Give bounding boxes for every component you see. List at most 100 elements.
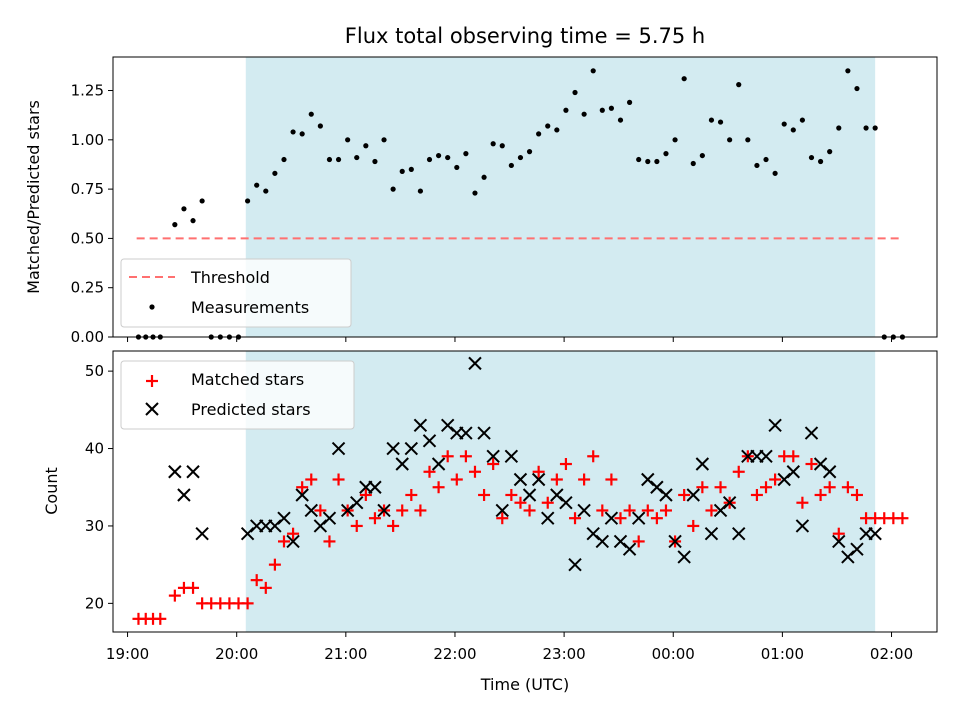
measurement-point bbox=[272, 170, 278, 176]
measurement-point bbox=[517, 154, 524, 161]
measurement-point bbox=[663, 151, 669, 157]
x-tick-label: 21:00 bbox=[324, 645, 367, 663]
predicted-star-point bbox=[768, 418, 782, 433]
matched-star-point bbox=[405, 488, 418, 501]
measurement-point bbox=[335, 156, 342, 163]
predicted-star-point bbox=[568, 557, 582, 572]
matched-star-point bbox=[250, 574, 263, 587]
matched-star-point bbox=[750, 488, 763, 501]
legend-measurements-swatch bbox=[149, 304, 155, 310]
matched-star-point bbox=[541, 496, 554, 509]
matched-star-point bbox=[350, 519, 363, 532]
measurement-point bbox=[863, 125, 869, 131]
matched-star-point bbox=[769, 473, 782, 486]
measurement-point bbox=[317, 123, 323, 129]
predicted-star-point bbox=[395, 457, 409, 471]
measurement-point bbox=[608, 105, 615, 111]
predicted-star-point bbox=[368, 480, 382, 494]
measurement-point bbox=[481, 174, 487, 180]
predicted-star-point bbox=[459, 426, 473, 440]
legend-matched-label: Matched stars bbox=[191, 370, 304, 389]
measurement-point bbox=[727, 137, 733, 143]
measurement-point bbox=[399, 168, 405, 174]
measurement-point bbox=[245, 198, 251, 204]
matched-star-point bbox=[732, 465, 745, 478]
measurement-point bbox=[445, 154, 451, 161]
measurement-point bbox=[172, 222, 178, 228]
measurement-point bbox=[827, 149, 833, 155]
measurement-point bbox=[626, 99, 633, 105]
bottom-y-axis-label: Count bbox=[42, 467, 61, 515]
measurement-point bbox=[499, 143, 505, 149]
predicted-star-point bbox=[468, 356, 482, 371]
matched-star-point bbox=[687, 519, 700, 532]
measurement-point bbox=[872, 125, 878, 131]
matched-star-point bbox=[596, 504, 609, 517]
predicted-star-point bbox=[522, 488, 537, 502]
measurement-point bbox=[654, 158, 660, 165]
predicted-star-point bbox=[722, 496, 737, 510]
measurement-point bbox=[617, 117, 624, 123]
y-tick-label: 50 bbox=[85, 362, 104, 380]
measurement-point bbox=[372, 158, 378, 165]
legend-threshold-label: Threshold bbox=[190, 268, 270, 287]
matched-star-point bbox=[850, 488, 863, 501]
predicted-star-point bbox=[732, 526, 746, 541]
matched-star-point bbox=[277, 535, 290, 548]
measurement-point bbox=[472, 190, 478, 196]
measurement-point bbox=[854, 85, 860, 92]
matched-star-point bbox=[296, 481, 309, 494]
measurement-point bbox=[645, 158, 651, 165]
measurement-point bbox=[463, 151, 469, 157]
predicted-star-point bbox=[622, 542, 637, 556]
predicted-star-point bbox=[304, 503, 318, 518]
matched-star-point bbox=[305, 473, 318, 486]
predicted-star-point bbox=[477, 426, 491, 440]
top-plot-marks bbox=[135, 68, 906, 340]
matched-star-point bbox=[459, 450, 472, 463]
matched-star-point bbox=[705, 504, 718, 517]
predicted-star-point bbox=[559, 496, 573, 510]
predicted-star-point bbox=[759, 449, 773, 463]
matched-star-point bbox=[187, 581, 200, 594]
matched-star-point bbox=[787, 450, 800, 463]
predicted-star-point bbox=[377, 503, 391, 518]
y-tick-label: 0.00 bbox=[71, 328, 104, 346]
measurement-point bbox=[708, 117, 715, 123]
x-tick-label: 01:00 bbox=[761, 645, 804, 663]
measurement-point bbox=[454, 164, 460, 171]
measurement-point bbox=[263, 188, 269, 194]
top-y-axis-label: Matched/Predicted stars bbox=[24, 100, 43, 294]
matched-star-point bbox=[696, 481, 709, 494]
measurement-point bbox=[736, 82, 742, 88]
x-axis-label: Time (UTC) bbox=[480, 675, 569, 694]
predicted-star-point bbox=[668, 534, 682, 549]
predicted-star-point bbox=[868, 526, 882, 541]
top-axes-frame bbox=[112, 56, 938, 338]
measurement-point bbox=[590, 68, 596, 74]
predicted-star-point bbox=[331, 441, 346, 456]
matched-star-point bbox=[387, 519, 400, 532]
matched-star-point bbox=[496, 512, 509, 525]
measurement-point bbox=[435, 152, 442, 159]
matched-star-point bbox=[796, 496, 809, 509]
measurement-point bbox=[345, 137, 351, 143]
measurement-point bbox=[763, 156, 769, 163]
predicted-star-point bbox=[531, 472, 546, 487]
measurement-point bbox=[636, 156, 642, 163]
legend-predicted-swatch bbox=[145, 402, 159, 416]
predicted-star-point bbox=[822, 465, 837, 479]
predicted-star-point bbox=[541, 511, 555, 525]
measurement-point bbox=[190, 218, 196, 224]
matched-star-point bbox=[678, 488, 691, 501]
y-tick-label: 40 bbox=[85, 440, 104, 458]
predicted-star-point bbox=[704, 526, 719, 541]
matched-star-point bbox=[432, 481, 445, 494]
matched-star-point bbox=[623, 504, 636, 517]
predicted-star-point bbox=[795, 519, 810, 533]
predicted-star-point bbox=[322, 511, 337, 525]
matched-star-point bbox=[641, 504, 654, 517]
measurement-point bbox=[281, 156, 287, 163]
matched-star-point bbox=[578, 473, 591, 486]
measurement-point bbox=[536, 131, 542, 137]
